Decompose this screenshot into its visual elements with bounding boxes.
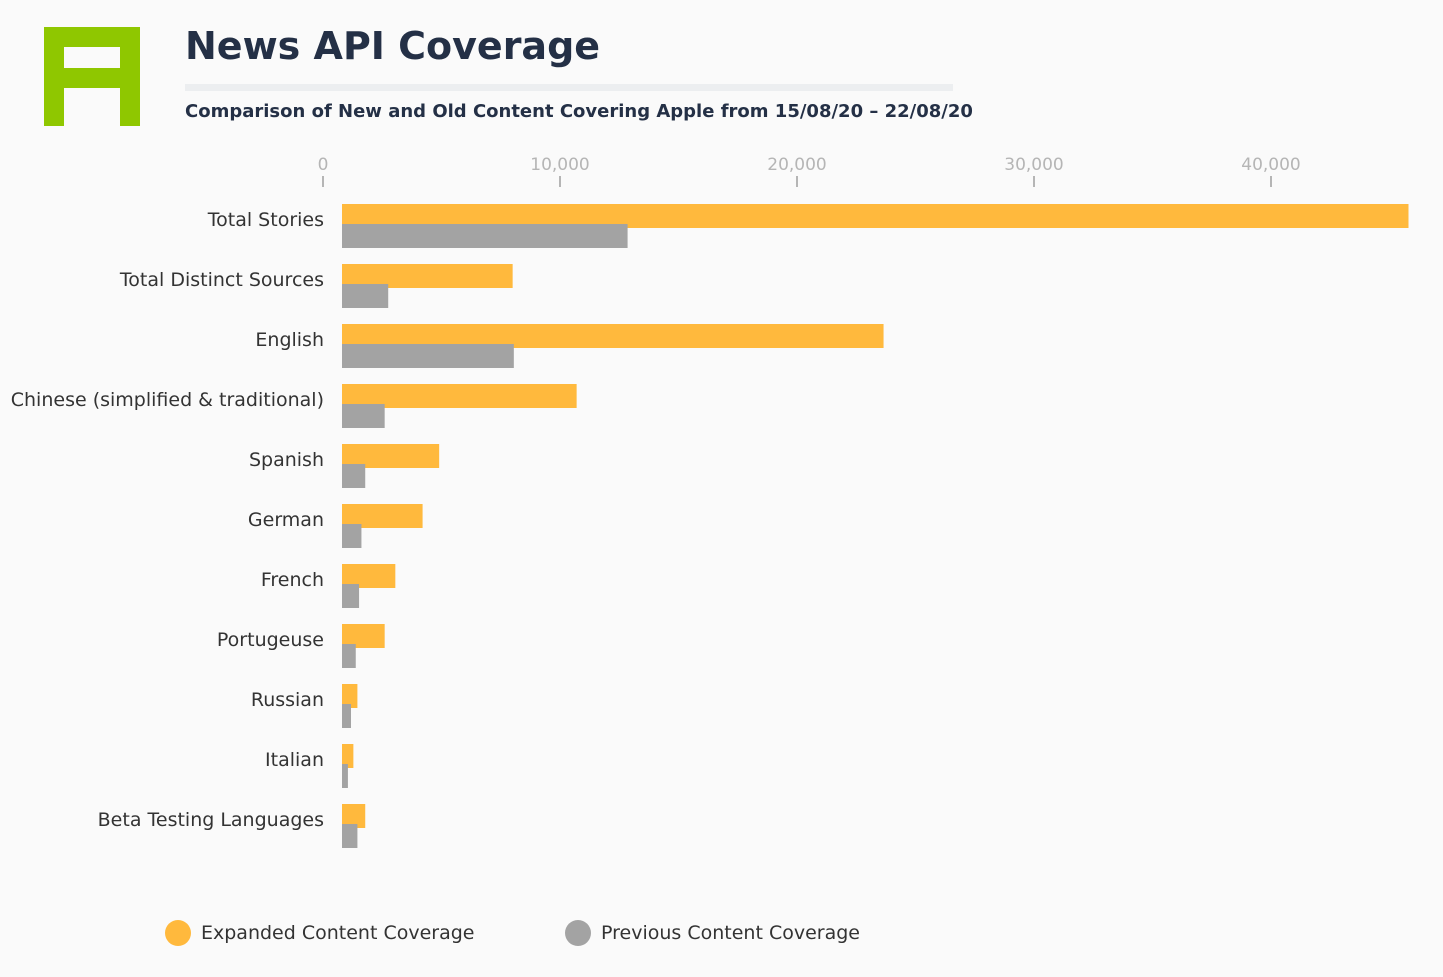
title-divider [185, 84, 953, 91]
category-label: French [261, 569, 324, 591]
expanded-coverage-bar [342, 804, 366, 828]
legend-item: Previous Content Coverage [565, 920, 860, 946]
previous-coverage-bar [342, 824, 358, 848]
x-tick-label: 40,000 [1241, 155, 1300, 175]
x-tick-label: 0 [318, 155, 329, 175]
expanded-coverage-bar [342, 744, 354, 768]
category-label: Total Stories [207, 209, 324, 231]
previous-coverage-bar [342, 224, 628, 248]
bar-chart: 0 10,000 20,000 30,000 40,000 Total Stories To… [11, 155, 1409, 848]
x-tick-label: 30,000 [1004, 155, 1063, 175]
legend-swatch-icon [565, 920, 591, 946]
legend-swatch-icon [165, 920, 191, 946]
category-label: Russian [251, 689, 324, 711]
chart-subtitle: Comparison of New and Old Content Coveri… [185, 101, 973, 122]
category-label: Spanish [249, 449, 324, 471]
previous-coverage-bar [342, 524, 362, 548]
previous-coverage-bar [342, 284, 389, 308]
aylien-logo-icon [44, 27, 140, 126]
legend-label: Previous Content Coverage [601, 922, 860, 944]
previous-coverage-bar [342, 644, 356, 668]
category-label: Total Distinct Sources [119, 269, 324, 291]
category-label: German [248, 509, 324, 531]
logo [44, 27, 140, 131]
previous-coverage-bar [342, 344, 514, 368]
category-label: English [255, 329, 324, 351]
previous-coverage-bar [342, 404, 385, 428]
previous-coverage-bar [342, 764, 348, 788]
chart-title: News API Coverage [185, 24, 601, 68]
legend-item: Expanded Content Coverage [165, 920, 474, 946]
chart-legend: Expanded Content Coverage Previous Conten… [0, 920, 1443, 960]
x-tick-label: 10,000 [530, 155, 589, 175]
previous-coverage-bar [342, 584, 360, 608]
category-label: Portugeuse [217, 629, 324, 651]
previous-coverage-bar [342, 464, 366, 488]
expanded-coverage-bar [342, 684, 358, 708]
legend-label: Expanded Content Coverage [201, 922, 475, 944]
category-label: Beta Testing Languages [98, 809, 324, 831]
category-label: Italian [265, 749, 324, 771]
x-tick-label: 20,000 [767, 155, 826, 175]
category-label: Chinese (simplified & traditional) [11, 389, 324, 411]
previous-coverage-bar [342, 704, 352, 728]
